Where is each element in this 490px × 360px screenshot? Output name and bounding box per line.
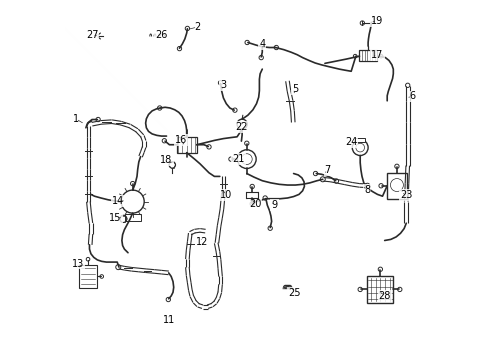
Text: 21: 21 xyxy=(232,154,245,164)
Text: 4: 4 xyxy=(259,39,266,49)
Bar xyxy=(176,137,197,153)
Text: 16: 16 xyxy=(175,135,187,145)
Text: 22: 22 xyxy=(235,122,247,132)
Text: 27: 27 xyxy=(86,30,98,40)
Text: 1: 1 xyxy=(73,114,79,124)
Text: 7: 7 xyxy=(325,165,331,175)
Text: 26: 26 xyxy=(155,30,168,40)
Text: 9: 9 xyxy=(271,200,277,210)
Text: 5: 5 xyxy=(292,84,298,94)
Text: 3: 3 xyxy=(220,80,226,90)
Bar xyxy=(125,214,141,221)
Text: 10: 10 xyxy=(220,190,232,200)
Text: 20: 20 xyxy=(249,199,261,210)
Text: 14: 14 xyxy=(112,196,124,206)
Bar xyxy=(355,138,365,142)
Bar xyxy=(79,265,97,288)
Text: 13: 13 xyxy=(72,258,84,269)
Bar xyxy=(387,173,407,199)
Text: 28: 28 xyxy=(378,291,391,301)
Text: 25: 25 xyxy=(289,288,301,298)
Bar xyxy=(360,50,377,61)
Text: 24: 24 xyxy=(345,137,357,147)
Text: 11: 11 xyxy=(163,315,175,325)
Text: 2: 2 xyxy=(195,22,200,32)
Text: 8: 8 xyxy=(365,185,370,195)
Text: 23: 23 xyxy=(400,190,413,200)
Text: 17: 17 xyxy=(371,50,384,60)
Bar xyxy=(368,276,393,303)
Text: 19: 19 xyxy=(371,16,384,26)
Text: 15: 15 xyxy=(109,213,122,223)
Text: 18: 18 xyxy=(160,155,172,165)
Text: 12: 12 xyxy=(196,237,209,247)
Text: 6: 6 xyxy=(409,91,416,102)
